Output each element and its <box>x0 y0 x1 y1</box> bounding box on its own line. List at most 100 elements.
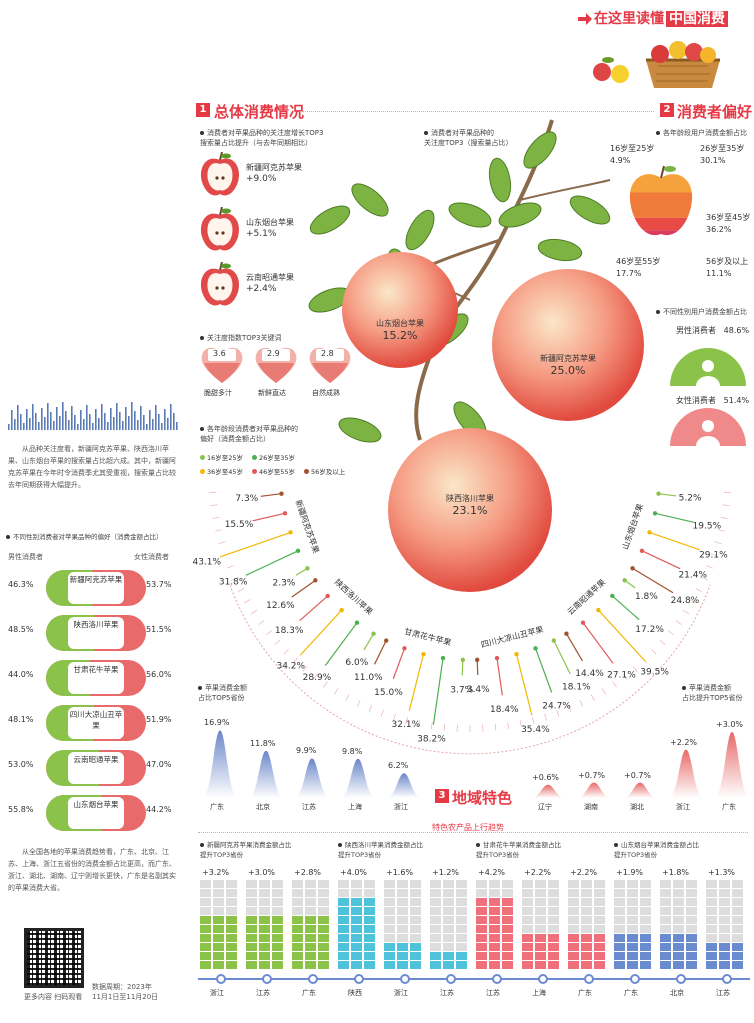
age-spend-apple <box>626 165 696 236</box>
trend-marker-icon <box>446 974 456 984</box>
legend-dot-icon <box>304 469 309 474</box>
top5-share-caption: 苹果消费金额 占比TOP5省份 <box>198 684 247 702</box>
trend-marker-icon <box>308 974 318 984</box>
trend-marker-icon <box>400 974 410 984</box>
top5-share-value: 9.9% <box>296 746 317 756</box>
arc-tick <box>232 576 239 581</box>
radial-dot <box>551 638 556 643</box>
trend-cell-bar <box>522 880 559 969</box>
branch-shape <box>414 119 554 441</box>
radial-dot <box>652 511 658 516</box>
gender-pref-pill <box>46 660 146 696</box>
keyword-label: 新鲜直达 <box>258 389 286 397</box>
gender-pref-female-value: 53.7% <box>146 580 172 589</box>
gender-pref-female-value: 56.0% <box>146 670 172 679</box>
radial-variety-label: 甘肃花牛苹果 <box>403 626 452 647</box>
arc-tick <box>218 541 226 545</box>
top5-share-value: 6.2% <box>388 761 409 771</box>
arc-tick <box>368 705 373 712</box>
radial-variety-label: 四川大凉山丑苹果 <box>480 624 545 649</box>
radial-dot <box>474 657 480 663</box>
tree-caption: 消费者对苹果品种的 关注度TOP3（搜索量占比） <box>424 129 513 147</box>
radial-bar <box>641 550 681 570</box>
radial-bar <box>496 657 503 696</box>
trend-group-caption: 山东烟台苹果消费金额占比 提升TOP3省份 <box>614 841 699 859</box>
arc-tick <box>250 609 258 615</box>
arc-tick <box>345 694 350 701</box>
arc-tick <box>292 657 298 664</box>
radial-dot <box>533 646 538 651</box>
top5-growth-bar <box>622 782 658 798</box>
gender-pref-pill <box>46 615 146 651</box>
section2-title: 消费者偏好 <box>677 103 753 121</box>
arc-tick <box>590 694 595 701</box>
top5-share-value: 11.8% <box>250 738 276 748</box>
radial-dot <box>460 657 466 663</box>
radial-value: 1.8% <box>635 592 658 602</box>
apple-slice-icon <box>200 262 240 306</box>
gender-pref-pill <box>46 795 146 831</box>
arc-tick <box>532 717 535 725</box>
age-spend-band <box>626 168 696 171</box>
radial-value: 24.8% <box>671 596 700 606</box>
apple-label-shandong: 山东烟台苹果 15.2% <box>376 319 424 342</box>
arc-tick <box>667 630 674 636</box>
radial-value: 18.4% <box>490 705 519 715</box>
top5-growth-province: 辽宁 <box>538 803 552 811</box>
radial-bar <box>553 640 571 675</box>
radial-arc <box>229 584 711 755</box>
arc-tick <box>215 529 223 532</box>
trend-province: 江苏 <box>716 989 730 997</box>
trend-value: +2.2% <box>524 868 552 877</box>
trend-value: +1.8% <box>662 868 690 877</box>
trend-cell-bar <box>476 880 513 969</box>
radial-dot <box>656 491 661 496</box>
radial-dot <box>639 548 645 553</box>
trend-marker-icon <box>722 974 732 984</box>
apple-label-shaanxi: 陕西洛川苹果 23.1% <box>446 494 494 517</box>
apple-shandong <box>342 252 458 368</box>
radial-bar <box>649 531 701 551</box>
arc-tick <box>380 709 384 717</box>
trend-province: 江苏 <box>256 989 270 997</box>
top5-share-bar <box>340 758 376 798</box>
apple-label-xinjiang: 新疆阿克苏苹果 25.0% <box>540 354 596 377</box>
gender-pref-female-value: 47.0% <box>146 760 172 769</box>
top5-growth-caption: 苹果消费金额 占比提升TOP5省份 <box>682 684 743 702</box>
gender-pref-male-value: 44.0% <box>8 670 34 679</box>
trend-province: 广东 <box>624 989 638 997</box>
trend-cell-bar <box>292 880 329 969</box>
section3-number: 3 <box>435 789 449 803</box>
radial-dot <box>354 620 360 625</box>
keyword-score: 2.9 <box>267 349 280 358</box>
age-legend-item: 16岁至25岁 <box>200 452 243 462</box>
heart-icon <box>255 347 297 383</box>
trend-value: +4.0% <box>340 868 368 877</box>
trend-value: +1.6% <box>386 868 414 877</box>
radial-bar <box>392 648 406 680</box>
age-spend-label: 46岁至55岁 17.7% <box>616 257 661 278</box>
gender-pref-pill <box>46 750 146 786</box>
trend-value: +1.3% <box>708 868 736 877</box>
radial-value: 18.1% <box>562 682 591 692</box>
trend-marker-icon <box>676 974 686 984</box>
radial-bar <box>476 659 479 675</box>
top5-share-bar <box>202 730 238 798</box>
leaf-shape <box>309 205 351 235</box>
search-top3-caption: 消费者对苹果品种的关注度增长TOP3 搜索量占比提升（与去年同期相比） <box>200 129 324 147</box>
qr-code[interactable] <box>24 928 84 988</box>
apple-shaanxi <box>388 428 552 592</box>
gender-pref-male-value: 46.3% <box>8 580 34 589</box>
section1-title: 总体消费情况 <box>214 103 305 121</box>
trend-province: 上海 <box>532 989 546 997</box>
top5-share-bar <box>248 750 284 798</box>
radial-dot <box>610 593 615 599</box>
trend-cell-bar <box>660 880 697 969</box>
gender-pref-male-value: 53.0% <box>8 760 34 769</box>
header-title-prefix: 在这里读懂 <box>594 11 664 27</box>
data-period: 数据周期：2023年 11月1日至11月20日 <box>92 983 159 1001</box>
top5-growth-bar <box>530 784 566 798</box>
arc-tick <box>494 723 497 731</box>
